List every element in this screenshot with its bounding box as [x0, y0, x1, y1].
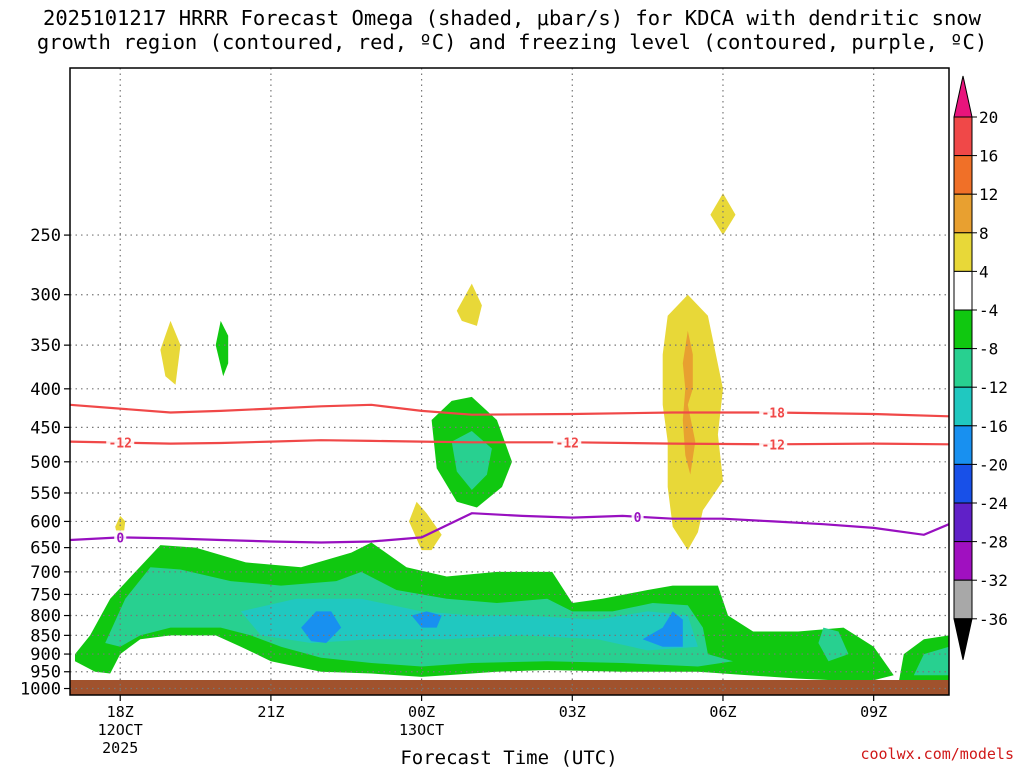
colorbar-label-4: 4: [979, 262, 989, 281]
x-tick-label-09Z: 09Z: [860, 703, 887, 721]
y-tick-label-600: 600: [30, 512, 61, 532]
y-tick-label-1000: 1000: [20, 680, 61, 700]
contour-label-0: 0: [634, 511, 642, 526]
contour-label--12: -12: [556, 436, 579, 451]
colorbar-bin: [953, 348, 973, 388]
x-tick-label-18Z-line3: 2025: [102, 739, 138, 757]
omega-descent-00z: [409, 501, 442, 551]
colorbar-bin: [953, 579, 973, 620]
colorbar-bin: [953, 309, 973, 350]
contour-label-bg: [759, 437, 788, 452]
contour-label-0: 0: [116, 531, 124, 546]
chart-title-line1: 2025101217 HRRR Forecast Omega (shaded, …: [43, 6, 981, 30]
colorbar-label--28: -28: [979, 533, 1008, 552]
colorbar-bin: [953, 386, 973, 427]
x-tick-label-18Z-line2: 12OCT: [98, 721, 143, 739]
colorbar-label--24: -24: [979, 494, 1008, 513]
colorbar-label--4: -4: [979, 301, 998, 320]
omega-descent-01z: [456, 283, 482, 326]
colorbar-label-8: 8: [979, 224, 989, 243]
colorbar-label--8: -8: [979, 340, 998, 359]
colorbar-label-16: 16: [979, 147, 998, 166]
isotherm-lines: -18 -12 -12 -12 0 0: [69, 403, 950, 546]
omega-core-21z: [301, 611, 342, 643]
ground-bar: [70, 680, 949, 695]
x-axis-label: Forecast Time (UTC): [400, 747, 617, 768]
y-tick-label-450: 450: [30, 418, 61, 438]
contour-label--12: -12: [108, 437, 131, 452]
contour-label--12: -12: [761, 438, 784, 453]
x-tick-label-03Z: 03Z: [559, 703, 586, 721]
colorbar: 20 16 12 8 4 -4 -8 -12 -16 -20 -24 -28 -32 -36: [953, 75, 1008, 660]
line--18-isotherm: [69, 403, 950, 418]
y-tick-label-350: 350: [30, 336, 61, 356]
x-tick-label-00Z: 00Z: [408, 703, 435, 721]
colorbar-label--36: -36: [979, 610, 1008, 629]
colorbar-max-triangle: [953, 75, 973, 118]
plot-frame: [69, 67, 950, 696]
colorbar-bin: [953, 463, 973, 504]
omega-descent-06z: [710, 193, 736, 236]
colorbar-label--16: -16: [979, 417, 1008, 436]
grid-lines: [70, 68, 949, 695]
y-axis: 2503003504004505005506006507007508008509…: [20, 226, 70, 700]
contour-label-bg: [631, 509, 644, 524]
chart-title-line2: growth region (contoured, red, ºC) and f…: [36, 30, 988, 54]
omega-descent-05z-core: [682, 330, 696, 475]
contour-label-bg: [114, 530, 127, 545]
omega-shading: [75, 193, 949, 684]
contour-label--18: -18: [761, 406, 785, 421]
colorbar-label--32: -32: [979, 571, 1008, 590]
y-tick-label-700: 700: [30, 563, 61, 583]
contour-label-bg: [759, 405, 788, 420]
omega-midlevel-ascent-core: [451, 431, 492, 490]
y-tick-label-850: 850: [30, 626, 61, 646]
y-tick-label-300: 300: [30, 286, 61, 306]
colorbar-bin: [953, 425, 973, 465]
colorbar-bin: [953, 193, 973, 234]
line--12-isotherm: [69, 439, 950, 446]
colorbar-label--20: -20: [979, 455, 1008, 474]
omega-descent-19z: [160, 320, 181, 385]
omega-cell-19z: [215, 320, 229, 377]
y-tick-label-950: 950: [30, 663, 61, 683]
x-tick-label-00Z-line2: 13OCT: [399, 721, 444, 739]
colorbar-bin: [953, 541, 973, 581]
contour-label-bg: [553, 435, 582, 450]
x-tick-label-21Z: 21Z: [257, 703, 284, 721]
y-tick-label-750: 750: [30, 585, 61, 605]
colorbar-min-triangle: [953, 618, 973, 660]
colorbar-bin: [953, 270, 973, 311]
y-tick-label-400: 400: [30, 380, 61, 400]
chart-title: 2025101217 HRRR Forecast Omega (shaded, …: [0, 6, 1024, 54]
contour-label-bg: [106, 435, 135, 450]
y-tick-label-500: 500: [30, 453, 61, 473]
x-tick-label-18Z: 18Z: [107, 703, 134, 721]
x-tick-label-06Z: 06Z: [709, 703, 736, 721]
y-tick-label-800: 800: [30, 607, 61, 627]
colorbar-label-12: 12: [979, 185, 998, 204]
colorbar-bin: [953, 232, 973, 272]
site-credit: coolwx.com/models: [860, 745, 1014, 763]
y-tick-label-650: 650: [30, 539, 61, 559]
omega-band-strong-ascent: [240, 598, 698, 651]
omega-band-moderate-ascent-east: [818, 627, 849, 662]
y-tick-label-900: 900: [30, 645, 61, 665]
y-tick-label-250: 250: [30, 226, 61, 246]
omega-descent-05z: [662, 294, 723, 551]
omega-core-05z: [642, 611, 683, 647]
colorbar-label-20: 20: [979, 108, 998, 127]
colorbar-bin: [953, 502, 973, 543]
ground-surface: [70, 680, 949, 695]
colorbar-bin: [953, 155, 973, 195]
colorbar-label--12: -12: [979, 378, 1008, 397]
line-0-isotherm: [69, 512, 950, 544]
y-tick-label-550: 550: [30, 484, 61, 504]
colorbar-bin: [953, 116, 973, 157]
